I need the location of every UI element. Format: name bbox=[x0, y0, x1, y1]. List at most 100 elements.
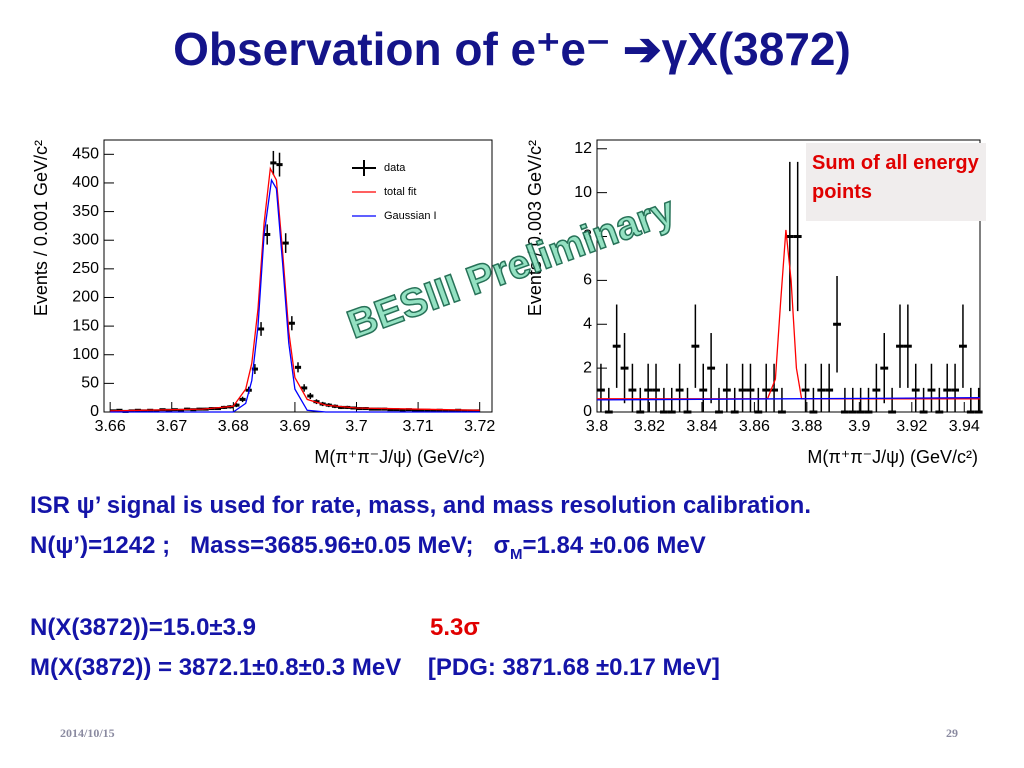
y-tick-label: 450 bbox=[72, 146, 99, 163]
data-point bbox=[793, 235, 802, 239]
data-point bbox=[833, 322, 841, 326]
data-point bbox=[461, 409, 468, 413]
data-point bbox=[411, 408, 419, 412]
data-point bbox=[399, 408, 406, 412]
data-point bbox=[418, 408, 425, 412]
data-point bbox=[738, 388, 747, 392]
plot-frame bbox=[103, 139, 493, 413]
legend-label: total fit bbox=[384, 186, 416, 198]
data-point bbox=[374, 407, 382, 411]
data-point bbox=[294, 365, 302, 369]
data-point bbox=[675, 388, 684, 392]
data-point bbox=[448, 409, 456, 413]
data-point bbox=[667, 410, 676, 414]
y-tick-label: 12 bbox=[574, 140, 592, 157]
data-point bbox=[251, 367, 258, 371]
y-tick-label: 300 bbox=[72, 231, 99, 248]
data-point bbox=[257, 327, 265, 331]
data-point bbox=[620, 366, 629, 370]
data-point bbox=[801, 388, 810, 392]
y-tick-label: 50 bbox=[81, 375, 99, 392]
x-tick-label: 3.69 bbox=[279, 418, 310, 435]
data-point bbox=[301, 386, 308, 390]
significance: 5.3σ bbox=[430, 614, 480, 641]
x-tick-label: 3.84 bbox=[686, 418, 717, 435]
x-axis-label: M(π⁺π⁻J/ψ) (GeV/c²) bbox=[314, 447, 485, 467]
data-point bbox=[888, 410, 897, 414]
subscript: M bbox=[509, 545, 523, 563]
data-point bbox=[872, 388, 881, 392]
data-point bbox=[974, 410, 983, 414]
y-tick-label: 400 bbox=[72, 174, 99, 191]
x-tick-label: 3.8 bbox=[586, 418, 608, 435]
data-point bbox=[730, 410, 739, 414]
y-tick-label: 150 bbox=[72, 317, 99, 334]
y-tick-label: 0 bbox=[90, 403, 99, 420]
data-point bbox=[927, 388, 936, 392]
data-point bbox=[943, 388, 952, 392]
data-point bbox=[368, 407, 375, 411]
y-tick-label: 250 bbox=[72, 260, 99, 277]
body-line: ISR ψ’ signal is used for rate, mass, an… bbox=[30, 492, 811, 519]
x-tick-label: 3.67 bbox=[156, 418, 187, 435]
data-point bbox=[387, 408, 394, 412]
data-point bbox=[966, 410, 975, 414]
data-point bbox=[214, 407, 222, 411]
data-point bbox=[951, 388, 960, 392]
y-tick-label: 10 bbox=[574, 184, 592, 201]
data-point bbox=[467, 409, 474, 413]
data-point bbox=[307, 394, 314, 398]
data-point bbox=[809, 410, 818, 414]
legend-label: data bbox=[384, 162, 406, 174]
data-point bbox=[153, 409, 160, 413]
data-point bbox=[177, 408, 185, 412]
annotation: Sum of all energy points bbox=[806, 143, 986, 221]
data-point bbox=[282, 241, 289, 245]
x-tick-label: 3.68 bbox=[218, 418, 249, 435]
data-point bbox=[785, 235, 794, 239]
y-tick-label: 2 bbox=[583, 359, 592, 376]
data-point bbox=[896, 344, 904, 348]
data-point bbox=[430, 409, 437, 413]
data-point bbox=[935, 410, 944, 414]
data-point bbox=[264, 232, 271, 236]
x-tick-label: 3.82 bbox=[634, 418, 665, 435]
data-point bbox=[903, 344, 912, 348]
data-point bbox=[405, 408, 412, 412]
y-tick-label: 100 bbox=[72, 346, 99, 363]
y-tick-label: 0 bbox=[583, 403, 592, 420]
body-line: N(X(3872))=15.0±3.9 5.3σ bbox=[30, 614, 480, 642]
data-point bbox=[691, 344, 700, 348]
data-point bbox=[636, 410, 645, 414]
data-point bbox=[754, 410, 763, 414]
text: N(ψ’)=1242 ; Mass=3685.96±0.05 MeV; bbox=[30, 532, 474, 559]
fit-curve bbox=[597, 229, 980, 400]
fit-curve bbox=[596, 397, 981, 401]
y-axis-label: Events / 0.003 GeV/c² bbox=[525, 140, 545, 316]
data-point bbox=[919, 410, 928, 414]
data-point bbox=[288, 321, 295, 325]
data-point bbox=[825, 388, 834, 392]
y-tick-label: 6 bbox=[583, 272, 592, 289]
x-tick-label: 3.88 bbox=[791, 418, 822, 435]
data-point bbox=[644, 388, 653, 392]
data-point bbox=[628, 388, 637, 392]
data-point bbox=[911, 388, 920, 392]
data-point bbox=[715, 410, 723, 414]
y-tick-label: 350 bbox=[72, 203, 99, 220]
data-point bbox=[436, 408, 443, 412]
data-point bbox=[270, 161, 277, 165]
y-tick-label: 200 bbox=[72, 289, 99, 306]
data-point bbox=[442, 409, 449, 413]
data-point bbox=[233, 403, 240, 407]
x-tick-label: 3.7 bbox=[345, 418, 367, 435]
data-point bbox=[652, 388, 660, 392]
slide-title: Observation of e⁺e⁻ ➔γX(3872) bbox=[173, 23, 851, 75]
data-point bbox=[856, 410, 865, 414]
data-point bbox=[778, 410, 786, 414]
data-point bbox=[840, 410, 849, 414]
data-point bbox=[848, 410, 857, 414]
fit-curve bbox=[110, 178, 480, 413]
